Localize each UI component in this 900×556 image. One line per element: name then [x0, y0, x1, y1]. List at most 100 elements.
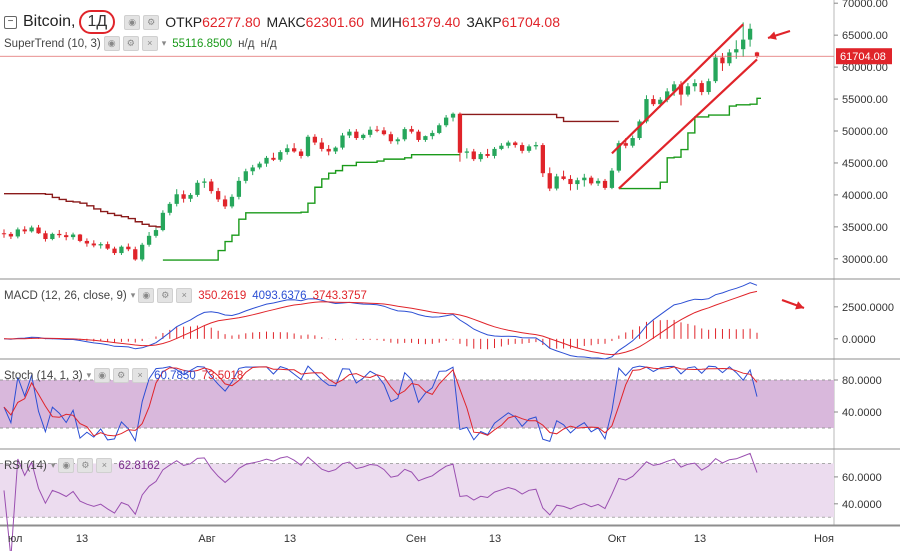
- candle-body: [706, 81, 711, 93]
- macd-line: [3, 282, 758, 360]
- candle-body: [658, 99, 663, 105]
- symbol-name[interactable]: Bitcoin,: [23, 13, 76, 30]
- eye-icon[interactable]: ◉: [94, 368, 111, 383]
- candle-body: [395, 139, 400, 142]
- rsi-legend: RSI (14) ▾ ◉ ⚙ × 62.8162: [4, 458, 160, 473]
- chevron-down-icon[interactable]: ▾: [130, 290, 136, 300]
- rsi-line: [3, 452, 758, 556]
- candle-body: [671, 84, 677, 92]
- candle-body: [312, 136, 318, 143]
- candle-body: [526, 146, 532, 151]
- price-tick-label: 50000.00: [842, 126, 888, 138]
- stoch-label[interactable]: Stoch (14, 1, 3): [4, 369, 83, 382]
- gear-icon[interactable]: ⚙: [122, 36, 139, 51]
- candle-body: [153, 230, 159, 236]
- close-icon[interactable]: ×: [176, 288, 193, 303]
- supertrend-value-2: н/д: [238, 37, 255, 50]
- candle-body: [326, 148, 331, 152]
- candle-body: [347, 131, 352, 136]
- close-icon[interactable]: ×: [141, 36, 158, 51]
- candle-body: [678, 84, 684, 95]
- candle-body: [119, 246, 124, 254]
- eye-icon[interactable]: ◉: [58, 458, 75, 473]
- candle-body: [43, 233, 48, 240]
- macd-legend: MACD (12, 26, close, 9) ▾ ◉ ⚙ × 350.2619…: [4, 288, 367, 303]
- candle-body: [209, 181, 214, 192]
- candle-body: [98, 244, 103, 246]
- candle-body: [174, 194, 179, 204]
- macd-label[interactable]: MACD (12, 26, close, 9): [4, 289, 127, 302]
- candle-body: [222, 199, 228, 207]
- close-icon[interactable]: ×: [96, 458, 113, 473]
- close-value: 61704.08: [501, 14, 561, 30]
- candle-body: [278, 152, 283, 160]
- gear-icon[interactable]: ⚙: [157, 288, 174, 303]
- gear-icon[interactable]: ⚙: [113, 368, 130, 383]
- rsi-tick-label: 60.0000: [842, 472, 882, 484]
- candle-body: [485, 154, 490, 156]
- supertrend-up-line: [162, 153, 460, 261]
- channel-lower-line: [618, 58, 758, 190]
- eye-icon[interactable]: ◉: [124, 14, 141, 30]
- rsi-label[interactable]: RSI (14): [4, 459, 47, 472]
- candle-body: [554, 176, 559, 189]
- open-value: 62277.80: [202, 14, 261, 30]
- stoch-band: [0, 380, 834, 428]
- chevron-down-icon[interactable]: ▾: [161, 38, 167, 48]
- candle-body: [229, 196, 235, 207]
- candle-body: [582, 177, 587, 181]
- price-tick-label: 35000.00: [842, 222, 888, 234]
- candle-body: [50, 233, 55, 240]
- candle-body: [416, 131, 421, 140]
- candle-body: [540, 145, 545, 174]
- eye-icon[interactable]: ◉: [138, 288, 155, 303]
- candle-body: [409, 129, 414, 132]
- candle-body: [22, 229, 27, 232]
- close-icon[interactable]: ×: [132, 368, 149, 383]
- candle-body: [361, 134, 366, 139]
- supertrend-label[interactable]: SuperTrend (10, 3): [4, 37, 101, 50]
- candle-body: [699, 83, 704, 93]
- high-value: 62301.60: [305, 14, 365, 30]
- rsi-band: [0, 463, 834, 518]
- low-label: МИН: [370, 14, 402, 30]
- candle-body: [70, 234, 76, 238]
- price-tick-label: 30000.00: [842, 254, 888, 266]
- candle-body: [492, 148, 497, 156]
- price-tick-label: 40000.00: [842, 190, 888, 202]
- interval-badge[interactable]: 1Д: [79, 10, 116, 34]
- price-tick-label: 65000.00: [842, 30, 888, 42]
- gear-icon[interactable]: ⚙: [143, 14, 160, 30]
- candle-body: [734, 49, 739, 53]
- gear-icon[interactable]: ⚙: [77, 458, 94, 473]
- candle-body: [271, 157, 276, 160]
- candle-body: [195, 182, 200, 195]
- chevron-down-icon[interactable]: ▾: [86, 370, 92, 380]
- candle-body: [112, 248, 117, 254]
- candle-body: [367, 129, 373, 135]
- macd-signal-line: [3, 290, 758, 356]
- candle-body: [464, 151, 469, 153]
- macd-tick-label: 2500.0000: [842, 302, 894, 314]
- minus-square-icon[interactable]: −: [4, 15, 17, 29]
- candle-body: [513, 142, 518, 146]
- candle-body: [602, 180, 608, 188]
- time-axis-label: Ноя: [814, 533, 834, 545]
- candle-body: [160, 212, 166, 231]
- candle-body: [77, 234, 83, 241]
- candle-body: [64, 235, 69, 238]
- candle-body: [202, 181, 207, 183]
- time-axis-label: 13: [694, 533, 706, 545]
- stoch-k-value: 60.7850: [154, 369, 196, 382]
- time-axis-label: Окт: [608, 533, 627, 545]
- candle-body: [354, 131, 359, 139]
- price-tick-label: 45000.00: [842, 158, 888, 170]
- chevron-down-icon[interactable]: ▾: [50, 460, 56, 470]
- macd-line-value: 4093.6376: [252, 289, 307, 302]
- candle-body: [547, 173, 552, 189]
- candle-body: [595, 180, 601, 184]
- candle-body: [499, 145, 504, 149]
- eye-icon[interactable]: ◉: [103, 36, 120, 51]
- price-tick-label: 60000.00: [842, 62, 888, 74]
